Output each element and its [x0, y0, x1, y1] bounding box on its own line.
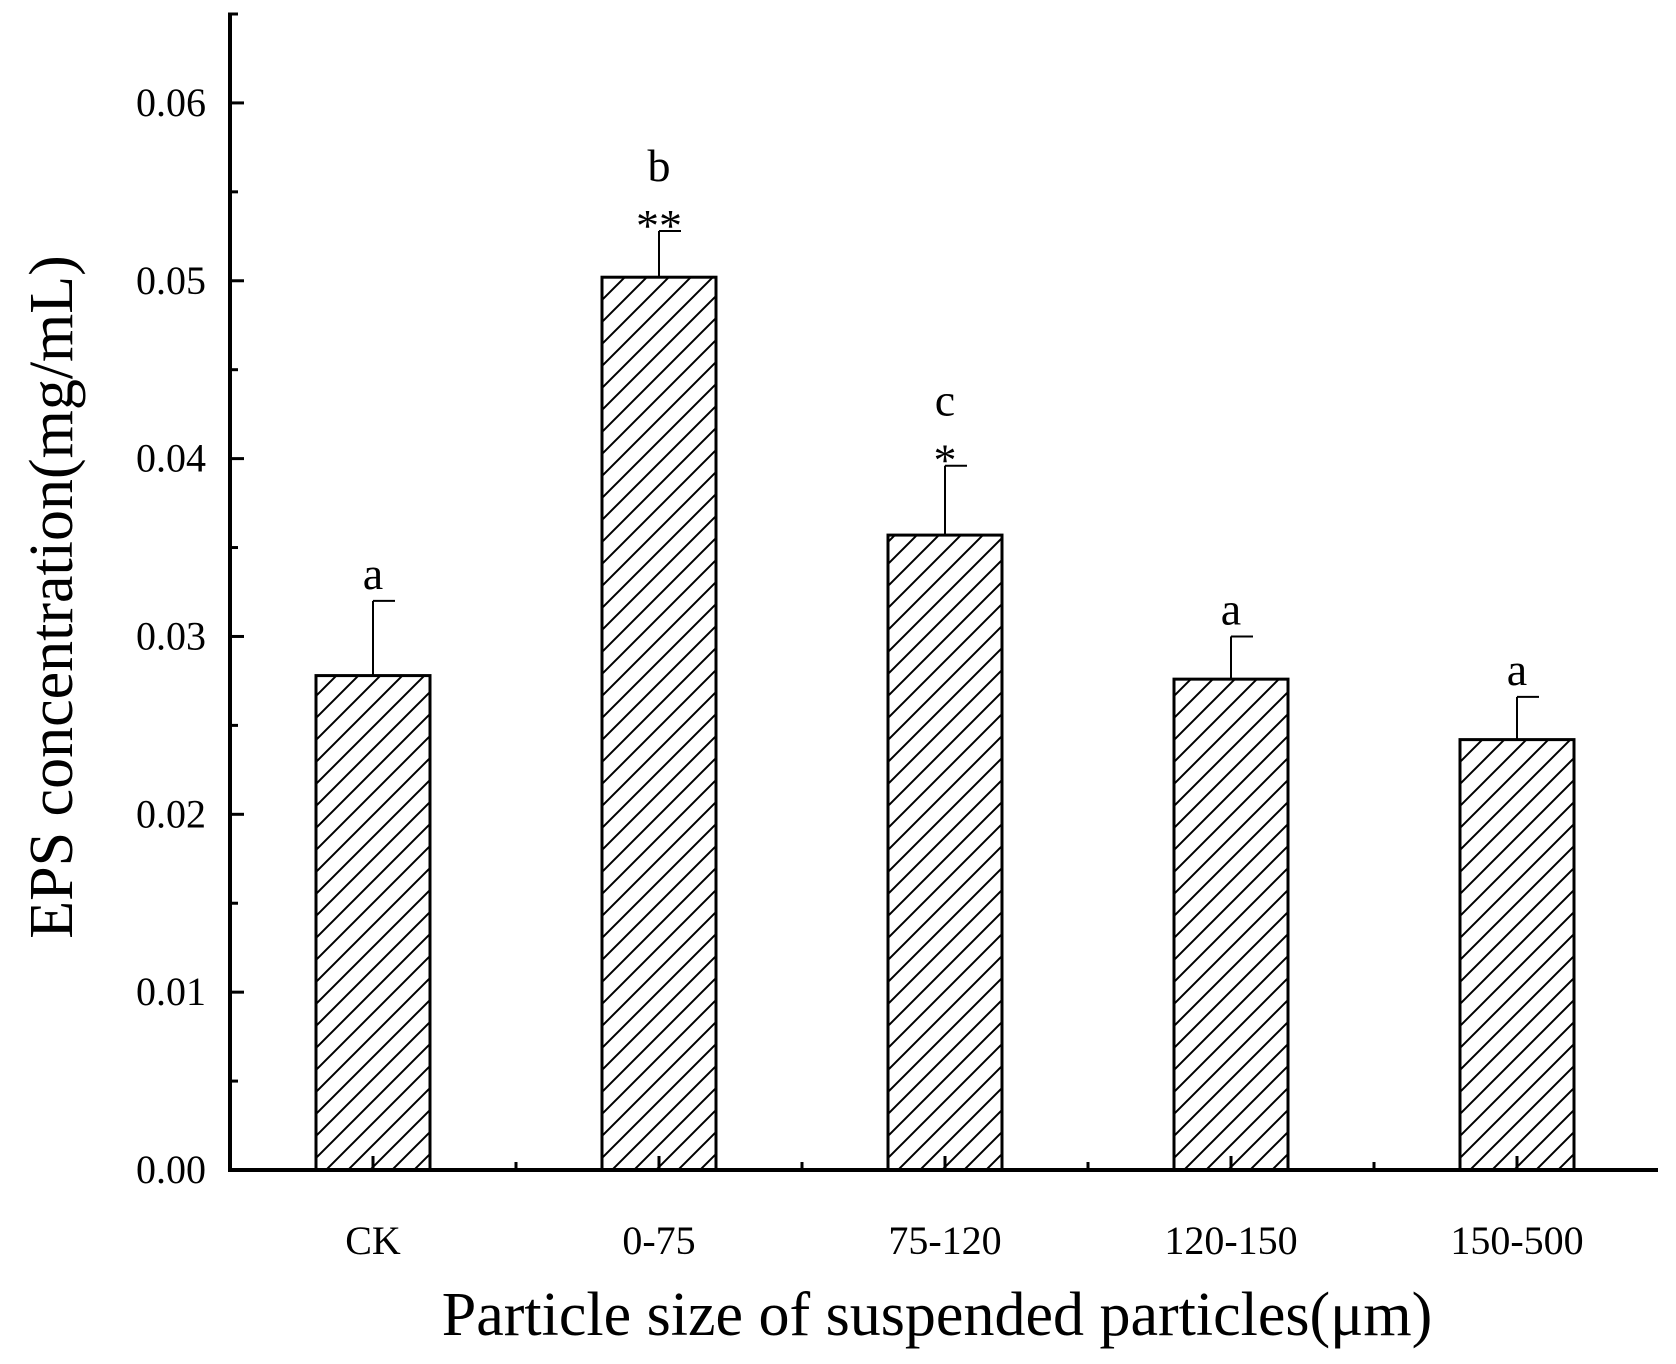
significance-letter: b	[648, 140, 671, 191]
bar	[886, 533, 1004, 1172]
x-tick-label: 0-75	[622, 1218, 695, 1263]
y-tick-label: 0.06	[136, 80, 206, 125]
bar	[1172, 677, 1290, 1172]
bar	[1458, 738, 1576, 1172]
x-tick-label: CK	[345, 1218, 401, 1263]
bar	[314, 674, 432, 1172]
y-tick-label: 0.04	[136, 436, 206, 481]
y-tick-label: 0.01	[136, 969, 206, 1014]
y-axis-title: EPS concentration(mg/mL)	[18, 255, 86, 939]
significance-letter: c	[935, 375, 955, 426]
significance-letter: a	[1507, 644, 1527, 695]
significance-asterisk: **	[636, 200, 682, 251]
bar	[600, 275, 718, 1172]
y-tick-label: 0.00	[136, 1147, 206, 1192]
y-tick-label: 0.03	[136, 613, 206, 658]
significance-annotations: a ** b * c a a	[363, 140, 1527, 695]
y-tick-label: 0.02	[136, 791, 206, 836]
x-axis-title: Particle size of suspended particles(μm)	[442, 1281, 1432, 1349]
error-bars	[372, 229, 1539, 740]
x-tick-label: 120-150	[1164, 1218, 1297, 1263]
x-tick-label: 75-120	[888, 1218, 1001, 1263]
y-tick-label: 0.05	[136, 258, 206, 303]
significance-asterisk: *	[934, 435, 957, 486]
significance-letter: a	[1221, 583, 1241, 634]
x-tick-label: 150-500	[1450, 1218, 1583, 1263]
significance-letter: a	[363, 548, 383, 599]
x-ticks: CK 0-75 75-120 120-150 150-500	[345, 1156, 1584, 1263]
y-ticks: 0.00 0.01 0.02 0.03 0.04 0.05 0.06	[136, 12, 244, 1192]
